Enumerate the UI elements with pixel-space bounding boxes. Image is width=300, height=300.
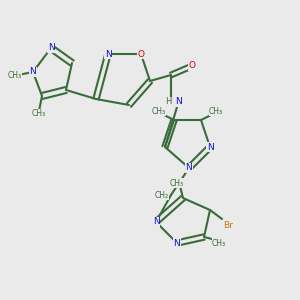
Text: N: N (153, 218, 159, 226)
Text: CH₃: CH₃ (212, 238, 226, 247)
Text: CH₃: CH₃ (32, 110, 46, 118)
Text: CH₃: CH₃ (152, 106, 166, 116)
Text: N: N (186, 164, 192, 172)
Text: H: H (165, 98, 171, 106)
Text: CH₂: CH₂ (155, 190, 169, 200)
Text: N: N (48, 44, 54, 52)
Text: N: N (207, 142, 213, 152)
Text: N: N (175, 98, 182, 106)
Text: N: N (105, 50, 111, 58)
Text: CH₃: CH₃ (170, 178, 184, 188)
Text: O: O (188, 61, 196, 70)
Text: CH₃: CH₃ (8, 70, 22, 80)
Text: O: O (137, 50, 145, 58)
Text: CH₃: CH₃ (209, 106, 223, 116)
Text: Br: Br (223, 220, 233, 230)
Text: N: N (174, 238, 180, 247)
Text: N: N (30, 68, 36, 76)
